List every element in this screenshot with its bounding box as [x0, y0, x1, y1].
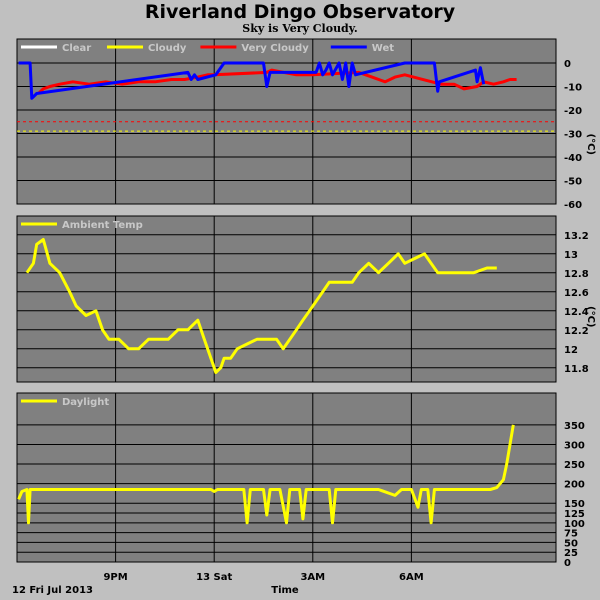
legend-label: Clear — [62, 43, 91, 54]
date-label: 12 Fri Jul 2013 — [12, 585, 93, 596]
plot-panel-sky — [16, 38, 557, 205]
plot-panel-daylight — [16, 392, 557, 563]
y-tick-label: 75 — [564, 529, 578, 540]
y-tick-label: 150 — [564, 499, 585, 510]
legend-label: Very Cloudy — [241, 43, 309, 54]
y-tick-label: 12.2 — [564, 326, 589, 337]
y-tick-label: 200 — [564, 480, 585, 491]
y-tick-label: 12.8 — [564, 269, 589, 280]
y-tick-label: 300 — [564, 440, 585, 451]
y-tick-label: 250 — [564, 460, 585, 471]
y-tick-label: 13 — [564, 250, 578, 261]
page-title: Riverland Dingo Observatory — [144, 1, 456, 23]
y-tick-label: 125 — [564, 509, 585, 520]
series-line-ambient-temp — [25, 238, 497, 374]
x-tick-label: 9PM — [103, 572, 127, 583]
y-tick-label: 13.2 — [564, 231, 589, 242]
y-tick-label: -50 — [564, 177, 582, 188]
series-line-daylight — [17, 424, 515, 525]
legend-label: Cloudy — [148, 43, 187, 54]
y-axis-label: (°C) — [585, 306, 596, 327]
legend-label: Ambient Temp — [62, 220, 143, 231]
sky-status: Sky is Very Cloudy. — [242, 22, 358, 35]
y-tick-label: -20 — [564, 106, 582, 117]
plot-panel-ambient — [16, 215, 557, 383]
x-tick-label: 6AM — [399, 572, 424, 583]
y-tick-label: 350 — [564, 421, 585, 432]
y-tick-label: 12.4 — [564, 307, 589, 318]
y-tick-label: -40 — [564, 153, 582, 164]
x-tick-label: 13 Sat — [196, 572, 232, 583]
series-line-wet — [18, 61, 486, 100]
y-tick-label: 100 — [564, 519, 585, 530]
legend-label: Daylight — [62, 397, 109, 408]
y-tick-label: 0 — [564, 59, 571, 70]
y-tick-label: -10 — [564, 83, 582, 94]
y-axis-label: (°C) — [585, 134, 596, 155]
y-tick-label: -60 — [564, 200, 582, 211]
y-tick-label: 50 — [564, 538, 578, 549]
y-tick-label: 0 — [564, 558, 571, 569]
y-tick-label: 11.8 — [564, 364, 589, 375]
y-tick-label: -30 — [564, 130, 582, 141]
y-tick-label: 12.6 — [564, 288, 589, 299]
y-tick-label: 12 — [564, 345, 578, 356]
x-axis-label: Time — [271, 585, 299, 596]
legend-label: Wet — [372, 43, 394, 54]
series-line-very-cloudy — [37, 68, 517, 95]
y-tick-label: 25 — [564, 548, 578, 559]
x-tick-label: 3AM — [300, 572, 325, 583]
